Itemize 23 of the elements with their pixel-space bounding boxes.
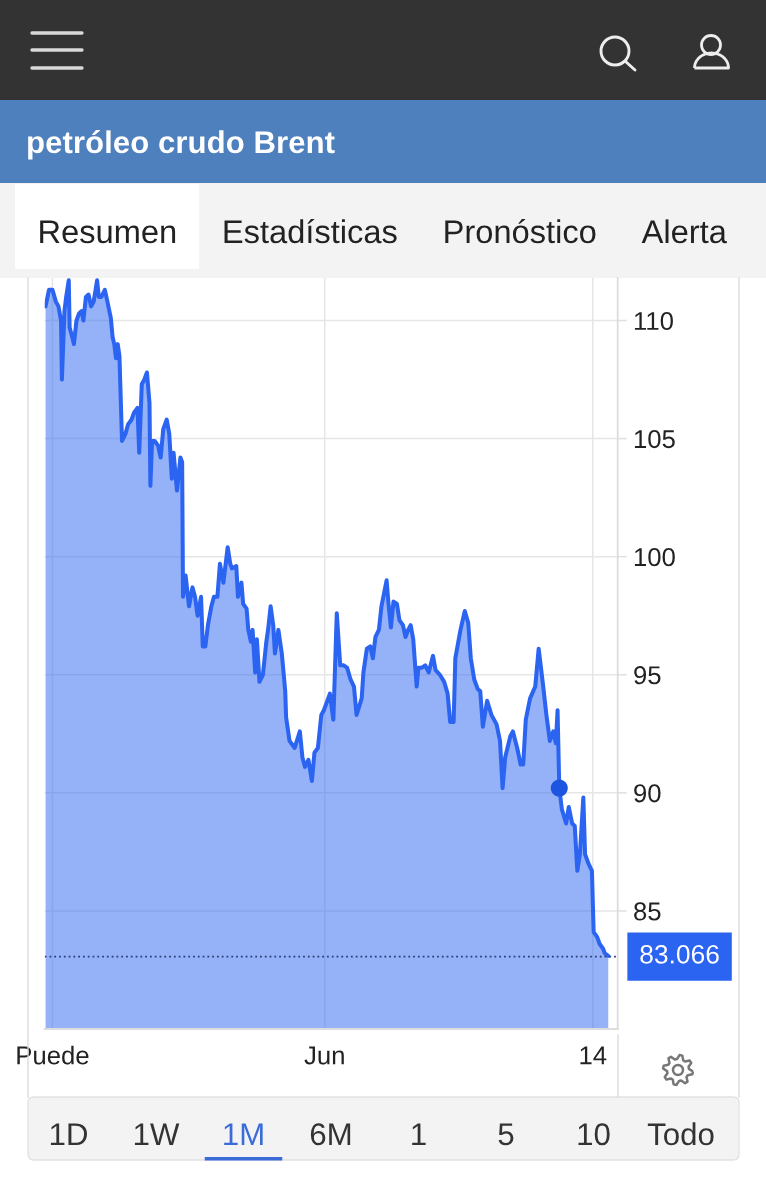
y-tick-label: 100 xyxy=(634,548,675,567)
x-tick-label: 14 xyxy=(580,1046,607,1065)
text: 1 xyxy=(412,1123,426,1145)
ref-line-label: 83.066 xyxy=(640,944,719,964)
text: 6M xyxy=(310,1123,351,1146)
y-tick-label: 105 xyxy=(634,429,675,449)
text: 1W xyxy=(134,1123,180,1145)
y-tick-label: 90 xyxy=(634,784,661,803)
text: Todo xyxy=(647,1122,714,1146)
text: Estadísticas xyxy=(224,218,397,244)
text: 1M xyxy=(224,1123,263,1145)
y-tick-label: 110 xyxy=(634,311,673,331)
text: petróleo crudo Brent xyxy=(28,130,335,160)
text: 5 xyxy=(498,1123,514,1146)
x-tick-label: Jun xyxy=(304,1046,344,1065)
y-tick-label: 95 xyxy=(634,666,661,685)
x-tick-label: Puede xyxy=(17,1045,89,1065)
text: Pronóstico xyxy=(445,218,596,244)
text: Resumen xyxy=(40,220,176,244)
text: Alerta xyxy=(641,219,727,244)
y-tick-label: 85 xyxy=(634,902,661,921)
text: 10 xyxy=(578,1123,610,1146)
text: 1D xyxy=(50,1123,87,1145)
